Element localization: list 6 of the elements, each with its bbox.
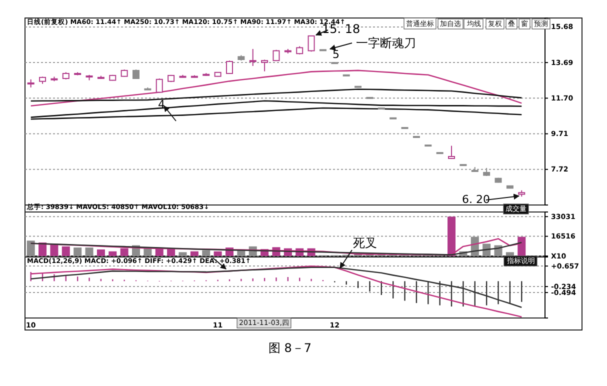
caption: 图 8－7 — [268, 341, 312, 355]
annotation: 6. 20 — [462, 193, 490, 206]
annotation: 4 — [158, 98, 165, 111]
annotation: 5 — [332, 48, 340, 61]
annotation: 死叉 — [353, 236, 377, 250]
annotation: 一字断魂刀 — [356, 36, 416, 50]
